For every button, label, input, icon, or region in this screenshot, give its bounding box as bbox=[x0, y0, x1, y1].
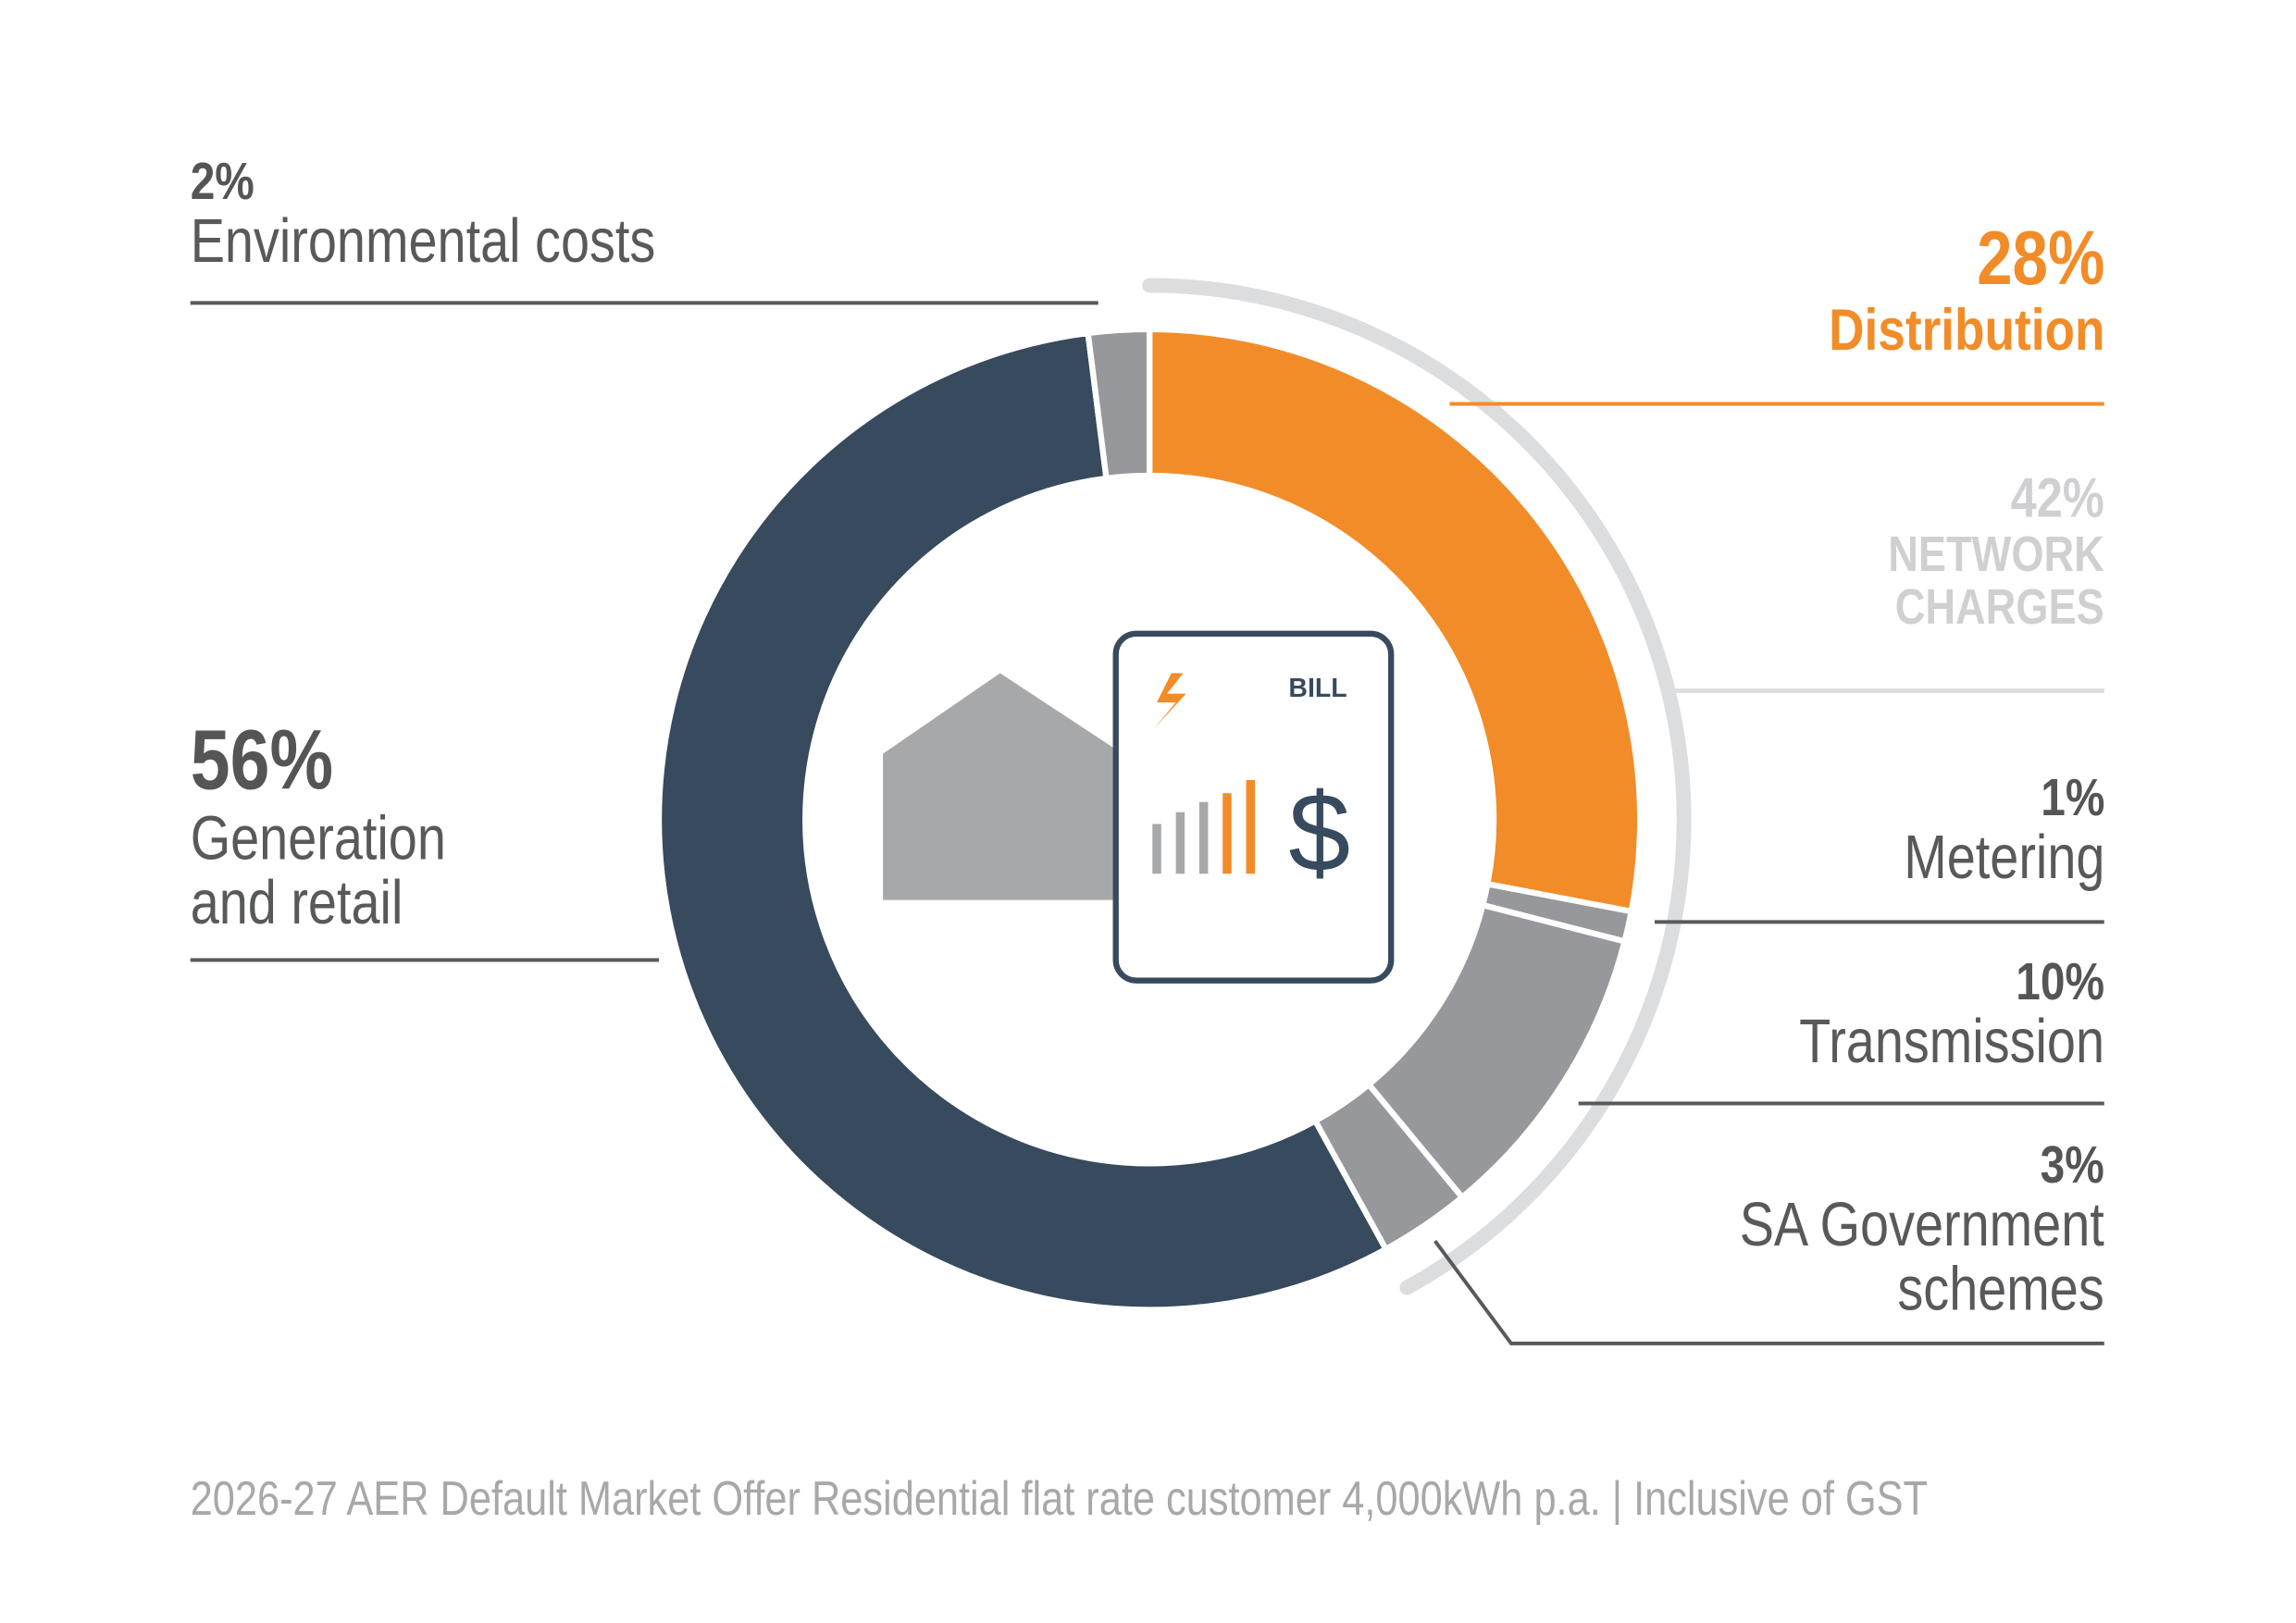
lightning-icon bbox=[1153, 673, 1186, 729]
value-label: 2% bbox=[190, 150, 254, 211]
category-label: Environmental costs bbox=[190, 205, 656, 276]
category-label: Transmission bbox=[1798, 1006, 2104, 1076]
group-value-label: 42% bbox=[2010, 468, 2104, 530]
segment-label: 1% Metering bbox=[1903, 766, 2104, 891]
category-label: SA Government schemes bbox=[1739, 1189, 2104, 1323]
leader-lines bbox=[190, 301, 2104, 1345]
group-label: 42% NETWORK CHARGES bbox=[1858, 468, 2104, 635]
segment-label: 2% Environmental costs bbox=[191, 154, 656, 274]
bill-icon: BILL $ bbox=[883, 630, 1395, 984]
donut bbox=[655, 278, 1692, 1313]
category-label: Metering bbox=[1903, 822, 2104, 891]
donut-segment bbox=[1085, 326, 1153, 482]
value-label: 28% bbox=[1976, 217, 2104, 302]
segment-label: 56% Generation and retail bbox=[190, 712, 486, 937]
footnote: 2026-27 AER Default Market Offer Residen… bbox=[190, 1470, 1929, 1526]
category-label: Distribution bbox=[1828, 298, 2104, 363]
value-label: 10% bbox=[2015, 951, 2104, 1011]
value-label: 56% bbox=[190, 712, 334, 809]
value-label: 3% bbox=[2040, 1134, 2104, 1195]
dollar-symbol: $ bbox=[1288, 771, 1350, 895]
house-icon bbox=[883, 673, 1116, 900]
network-arc bbox=[1142, 278, 1692, 1295]
segment-label: 28% Distribution bbox=[1828, 219, 2104, 361]
group-name: NETWORK CHARGES bbox=[1888, 527, 2104, 635]
leader-line bbox=[1433, 1240, 2104, 1345]
value-label: 1% bbox=[2040, 766, 2104, 827]
bill-label: BILL bbox=[1288, 674, 1347, 703]
segment-label: 10% Transmission bbox=[1799, 954, 2104, 1074]
segment-label: 3% SA Government schemes bbox=[1698, 1134, 2104, 1323]
category-label: Generation and retail bbox=[190, 803, 446, 937]
donut-segment bbox=[1146, 326, 1644, 915]
donut-segment bbox=[655, 329, 1390, 1313]
